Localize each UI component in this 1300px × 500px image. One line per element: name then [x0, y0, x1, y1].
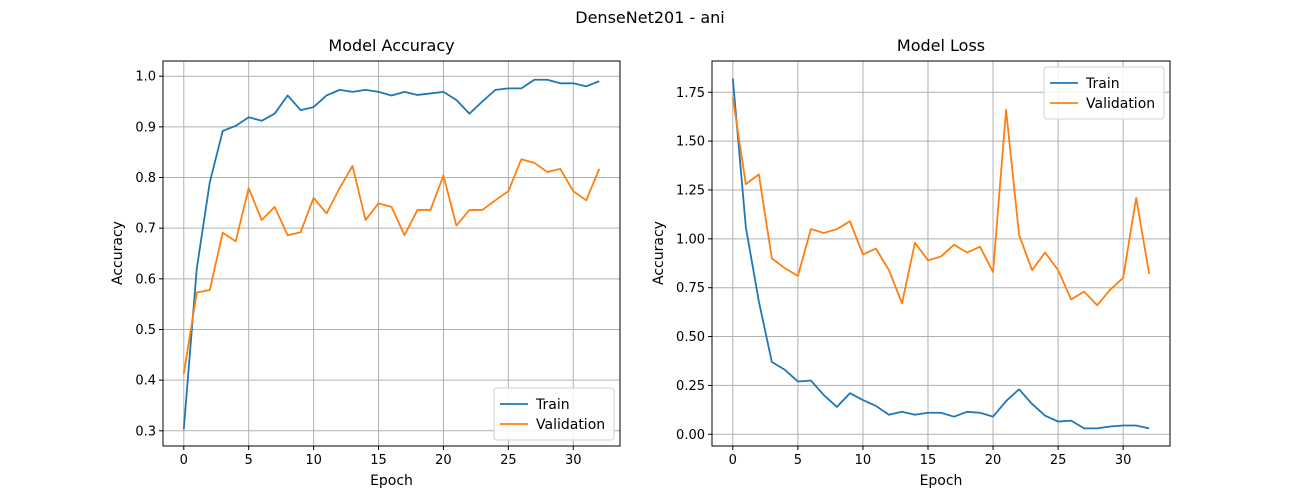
- loss-y-tick-label: 0.00: [676, 428, 705, 443]
- loss-chart-title: Model Loss: [897, 36, 985, 55]
- loss-x-tick-label: 25: [1050, 453, 1067, 468]
- loss-series-line-train: [731, 78, 1150, 430]
- loss-legend-box: [1043, 66, 1165, 120]
- accuracy-y-tick-label: 0.4: [135, 374, 156, 389]
- accuracy-legend-label-train: Train: [535, 397, 570, 413]
- accuracy-y-tick-label: 1.0: [135, 70, 156, 85]
- loss-y-axis-label: Accuracy: [651, 221, 667, 285]
- accuracy-y-tick-label: 0.9: [135, 120, 156, 135]
- accuracy-x-tick-label: 25: [500, 453, 517, 468]
- loss-x-tick-label: 10: [855, 453, 872, 468]
- accuracy-y-tick-label: 0.3: [135, 424, 156, 439]
- loss-series-line-validation: [731, 97, 1151, 307]
- accuracy-x-tick-label: 0: [180, 453, 188, 468]
- loss-x-tick-label: 0: [729, 453, 737, 468]
- loss-y-tick-label: 1.00: [676, 232, 705, 247]
- accuracy-series-line-train: [182, 78, 600, 430]
- accuracy-y-tick-label: 0.5: [135, 323, 156, 338]
- loss-y-tick-label: 1.25: [676, 183, 705, 198]
- accuracy-gridlines: [163, 61, 620, 446]
- loss-plot-frame: [711, 60, 1171, 447]
- accuracy-x-tick-label: 30: [565, 453, 582, 468]
- accuracy-y-tick-label: 0.7: [135, 222, 156, 237]
- loss-y-tick-label: 0.50: [676, 330, 705, 345]
- accuracy-y-tick-label: 0.8: [135, 171, 156, 186]
- loss-legend: Train Validation: [1043, 66, 1165, 120]
- loss-y-tick-label: 1.75: [676, 86, 705, 101]
- accuracy-plot-frame: [162, 60, 621, 447]
- loss-x-axis-label: Epoch: [920, 473, 963, 489]
- accuracy-x-tick-label: 5: [245, 453, 253, 468]
- loss-x-tick-label: 20: [985, 453, 1002, 468]
- loss-x-tick-label: 5: [794, 453, 802, 468]
- accuracy-x-tick-label: 15: [370, 453, 387, 468]
- accuracy-x-tick-label: 10: [305, 453, 322, 468]
- accuracy-legend-label-validation: Validation: [536, 417, 605, 433]
- loss-y-tick-label: 0.75: [676, 281, 705, 296]
- accuracy-chart-panel: Model Accuracy Epoch Accuracy 0 5 10 15 20 25…: [110, 36, 621, 489]
- accuracy-series-line-validation: [182, 158, 601, 375]
- loss-y-tick-label: 0.25: [676, 379, 705, 394]
- accuracy-x-tick-label: 20: [435, 453, 452, 468]
- accuracy-y-tick-label: 0.6: [135, 272, 156, 287]
- loss-x-tick-label: 30: [1115, 453, 1132, 468]
- accuracy-legend-box: [493, 387, 615, 441]
- figure-suptitle: DenseNet201 - ani: [575, 8, 724, 27]
- loss-x-tick-label: 15: [920, 453, 937, 468]
- loss-chart-panel: Model Loss Epoch Accuracy 0 5 10 15 20 25 30 0.…: [651, 36, 1171, 489]
- loss-legend-label-validation: Validation: [1086, 96, 1155, 112]
- accuracy-legend: Train Validation: [493, 387, 615, 441]
- accuracy-x-axis-label: Epoch: [370, 473, 413, 489]
- loss-y-tick-label: 1.50: [676, 135, 705, 150]
- accuracy-chart-title: Model Accuracy: [328, 36, 454, 55]
- accuracy-y-axis-label: Accuracy: [110, 221, 126, 285]
- loss-legend-label-train: Train: [1085, 76, 1120, 92]
